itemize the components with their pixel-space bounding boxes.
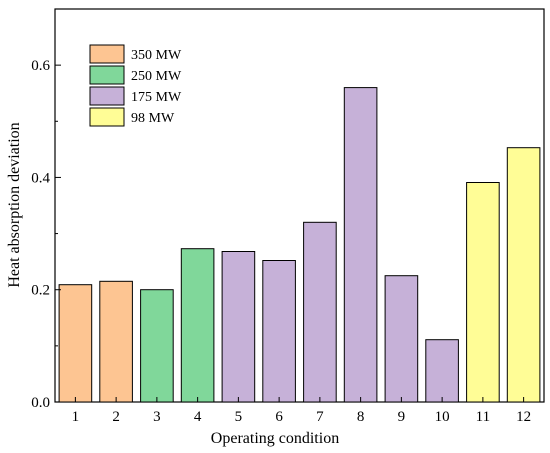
x-tick-label: 3 — [153, 409, 161, 425]
legend-swatch — [89, 44, 125, 64]
x-tick-label: 9 — [398, 409, 406, 425]
plot-frame — [54, 8, 545, 403]
y-axis: 0.0 0.2 0.4 0.6 — [31, 58, 61, 411]
x-tick-label: 4 — [194, 409, 202, 425]
x-tick-label: 12 — [516, 409, 531, 425]
x-tick-label: 8 — [357, 409, 365, 425]
bar-2 — [99, 280, 133, 403]
legend-label: 175 MW — [131, 90, 182, 105]
bar-3 — [140, 289, 174, 403]
bar-4 — [180, 248, 215, 403]
bar-9 — [384, 275, 419, 403]
bar-8 — [343, 87, 378, 403]
x-tick-label: 10 — [435, 409, 450, 425]
x-tick-label: 6 — [275, 409, 283, 425]
legend-swatch — [89, 65, 125, 85]
legend-label: 98 MW — [131, 111, 175, 126]
bar-11 — [466, 182, 500, 403]
x-axis: 1 2 3 4 5 6 7 8 9 10 11 12 — [72, 397, 531, 425]
x-tick-label: 11 — [476, 409, 490, 425]
y-tick-label: 0.4 — [31, 170, 50, 186]
bar-7 — [303, 221, 337, 403]
bar-6 — [262, 260, 296, 403]
legend-swatch — [89, 86, 125, 106]
legend: 350 MW 250 MW 175 MW 98 MW — [89, 44, 182, 127]
x-tick-label: 1 — [72, 409, 80, 425]
legend-label: 250 MW — [131, 69, 182, 84]
bar-1 — [58, 284, 93, 403]
bar-10 — [425, 339, 459, 403]
x-tick-label: 7 — [316, 409, 324, 425]
legend-swatch — [89, 107, 125, 127]
bar-5 — [221, 251, 256, 403]
x-axis-title: Operating condition — [211, 430, 339, 447]
y-tick-label: 0.0 — [31, 395, 50, 411]
y-tick-label: 0.2 — [31, 283, 50, 299]
y-axis-title: Heat absorption deviation — [6, 122, 23, 287]
legend-label: 350 MW — [131, 48, 182, 63]
bars-layer — [58, 87, 541, 403]
y-tick-label: 0.6 — [31, 58, 50, 74]
bar-12 — [506, 147, 541, 403]
x-tick-label: 2 — [112, 409, 120, 425]
x-tick-label: 5 — [235, 409, 243, 425]
